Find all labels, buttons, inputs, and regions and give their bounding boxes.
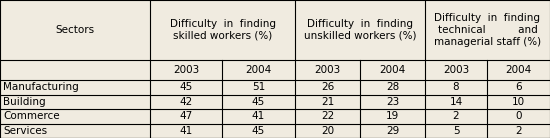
Text: 21: 21 xyxy=(321,97,334,107)
Text: 23: 23 xyxy=(386,97,399,107)
Text: 2004: 2004 xyxy=(379,65,406,75)
Text: Difficulty  in  finding
technical          and
managerial staff (%): Difficulty in finding technical and mana… xyxy=(434,13,541,47)
Text: 20: 20 xyxy=(321,126,334,136)
Text: 42: 42 xyxy=(179,97,192,107)
Text: 19: 19 xyxy=(386,111,399,121)
Text: 45: 45 xyxy=(179,82,192,92)
Text: 45: 45 xyxy=(252,97,265,107)
Text: 45: 45 xyxy=(252,126,265,136)
Text: 8: 8 xyxy=(453,82,459,92)
Text: Building: Building xyxy=(3,97,46,107)
Text: 0: 0 xyxy=(515,111,522,121)
Text: 10: 10 xyxy=(512,97,525,107)
Text: 6: 6 xyxy=(515,82,522,92)
Text: 26: 26 xyxy=(321,82,334,92)
Text: 2003: 2003 xyxy=(173,65,199,75)
Text: 22: 22 xyxy=(321,111,334,121)
Text: 2: 2 xyxy=(453,111,459,121)
Text: 2004: 2004 xyxy=(505,65,532,75)
Text: 2003: 2003 xyxy=(443,65,469,75)
Text: 5: 5 xyxy=(453,126,459,136)
Text: 29: 29 xyxy=(386,126,399,136)
Text: Commerce: Commerce xyxy=(3,111,59,121)
Text: 2: 2 xyxy=(515,126,522,136)
Text: 28: 28 xyxy=(386,82,399,92)
Text: Sectors: Sectors xyxy=(56,25,95,35)
Text: 2004: 2004 xyxy=(245,65,272,75)
Text: 41: 41 xyxy=(252,111,265,121)
Text: Services: Services xyxy=(3,126,47,136)
Text: Difficulty  in  finding
unskilled workers (%): Difficulty in finding unskilled workers … xyxy=(304,19,416,41)
Text: 2003: 2003 xyxy=(315,65,340,75)
Text: 14: 14 xyxy=(449,97,463,107)
Text: Manufacturing: Manufacturing xyxy=(3,82,79,92)
Text: 47: 47 xyxy=(179,111,192,121)
Text: 41: 41 xyxy=(179,126,192,136)
Text: 51: 51 xyxy=(252,82,265,92)
Text: Difficulty  in  finding
skilled workers (%): Difficulty in finding skilled workers (%… xyxy=(169,19,276,41)
